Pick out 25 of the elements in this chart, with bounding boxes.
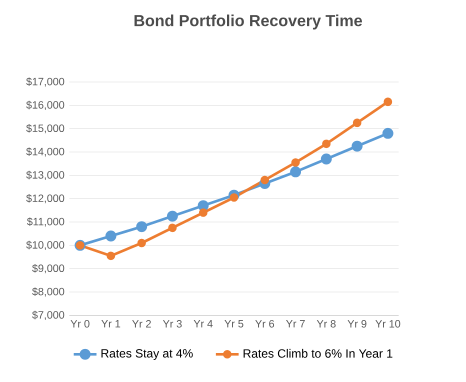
x-tick-label: Yr 7	[286, 320, 305, 328]
y-tick-label: $12,000	[26, 194, 64, 204]
y-tick-label: $9,000	[32, 264, 64, 274]
x-tick-label: Yr 2	[132, 320, 151, 328]
legend-label: Rates Climb to 6% In Year 1	[244, 348, 392, 358]
y-tick-label: $16,000	[26, 100, 64, 110]
chart-title: Bond Portfolio Recovery Time	[134, 14, 362, 30]
y-tick-label: $8,000	[32, 287, 64, 297]
y-tick-label: $10,000	[26, 240, 64, 250]
y-tick-label: $17,000	[26, 77, 64, 87]
y-tick-label: $7,000	[32, 310, 64, 320]
x-tick-label: Yr 1	[101, 320, 120, 328]
x-tick-label: Yr 5	[224, 320, 244, 328]
x-tick-label: Yr 9	[348, 320, 366, 328]
x-tick-label: Yr 10	[375, 320, 400, 328]
x-tick-label: Yr 8	[316, 320, 336, 328]
y-tick-label: $11,000	[26, 217, 64, 227]
x-tick-label: Yr 4	[194, 320, 213, 328]
x-tick-label: Yr 0	[70, 320, 90, 328]
x-tick-label: Yr 6	[255, 320, 274, 328]
x-tick-label: Yr 3	[162, 320, 182, 328]
y-tick-label: $15,000	[26, 124, 64, 134]
legend-label: Rates Stay at 4%	[101, 349, 193, 360]
y-tick-label: $14,000	[26, 147, 64, 157]
y-tick-label: $13,000	[26, 170, 64, 180]
